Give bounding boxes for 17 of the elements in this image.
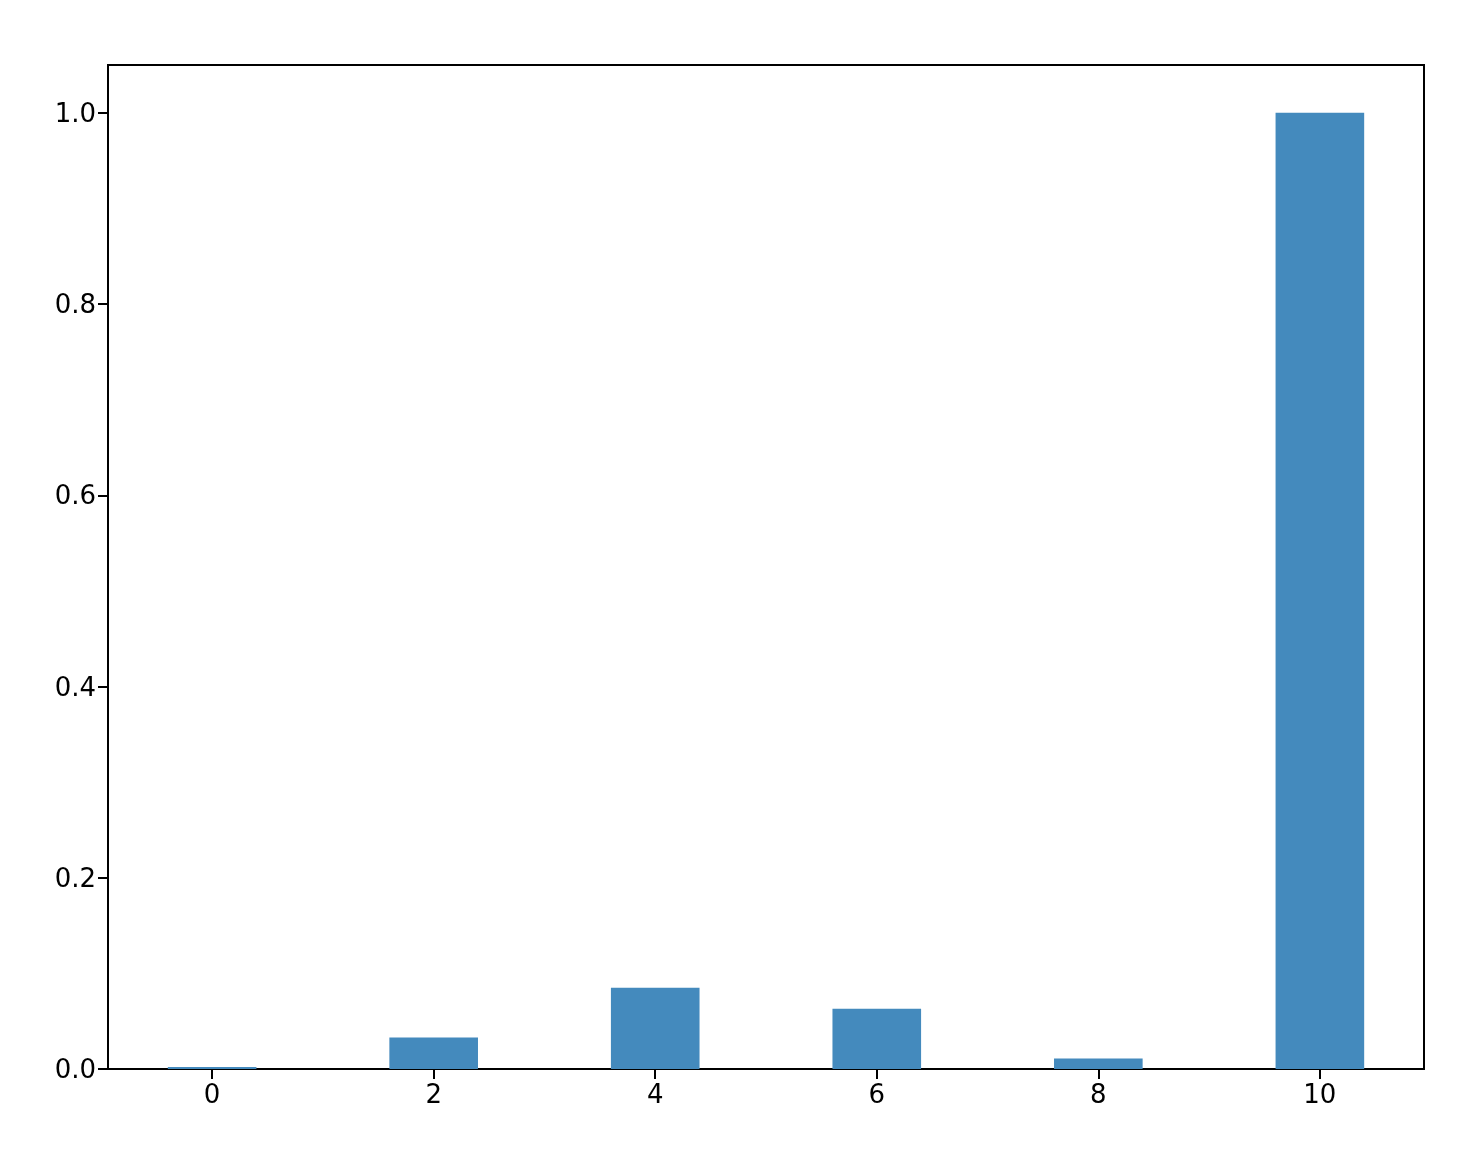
y-tick-label: 0.6: [54, 480, 96, 511]
x-tick-label: 6: [868, 1079, 886, 1109]
bar: [389, 1037, 478, 1069]
x-tick-label: 0: [203, 1079, 221, 1109]
y-tick-label: 0.0: [54, 1054, 96, 1084]
bar: [1275, 112, 1365, 1069]
x-tick-label: 10: [1303, 1079, 1337, 1109]
y-tick-label: 0.4: [54, 671, 96, 702]
x-tick-label: 4: [646, 1079, 664, 1109]
y-tick-label: 1.0: [54, 97, 96, 128]
y-tick-label: 0.8: [54, 289, 96, 320]
x-tick-label: 2: [425, 1079, 442, 1109]
bar: [1054, 1058, 1143, 1069]
bar: [610, 987, 700, 1069]
bar: [832, 1008, 922, 1069]
y-tick-label: 0.2: [54, 862, 96, 893]
x-tick-label: 8: [1090, 1079, 1107, 1109]
